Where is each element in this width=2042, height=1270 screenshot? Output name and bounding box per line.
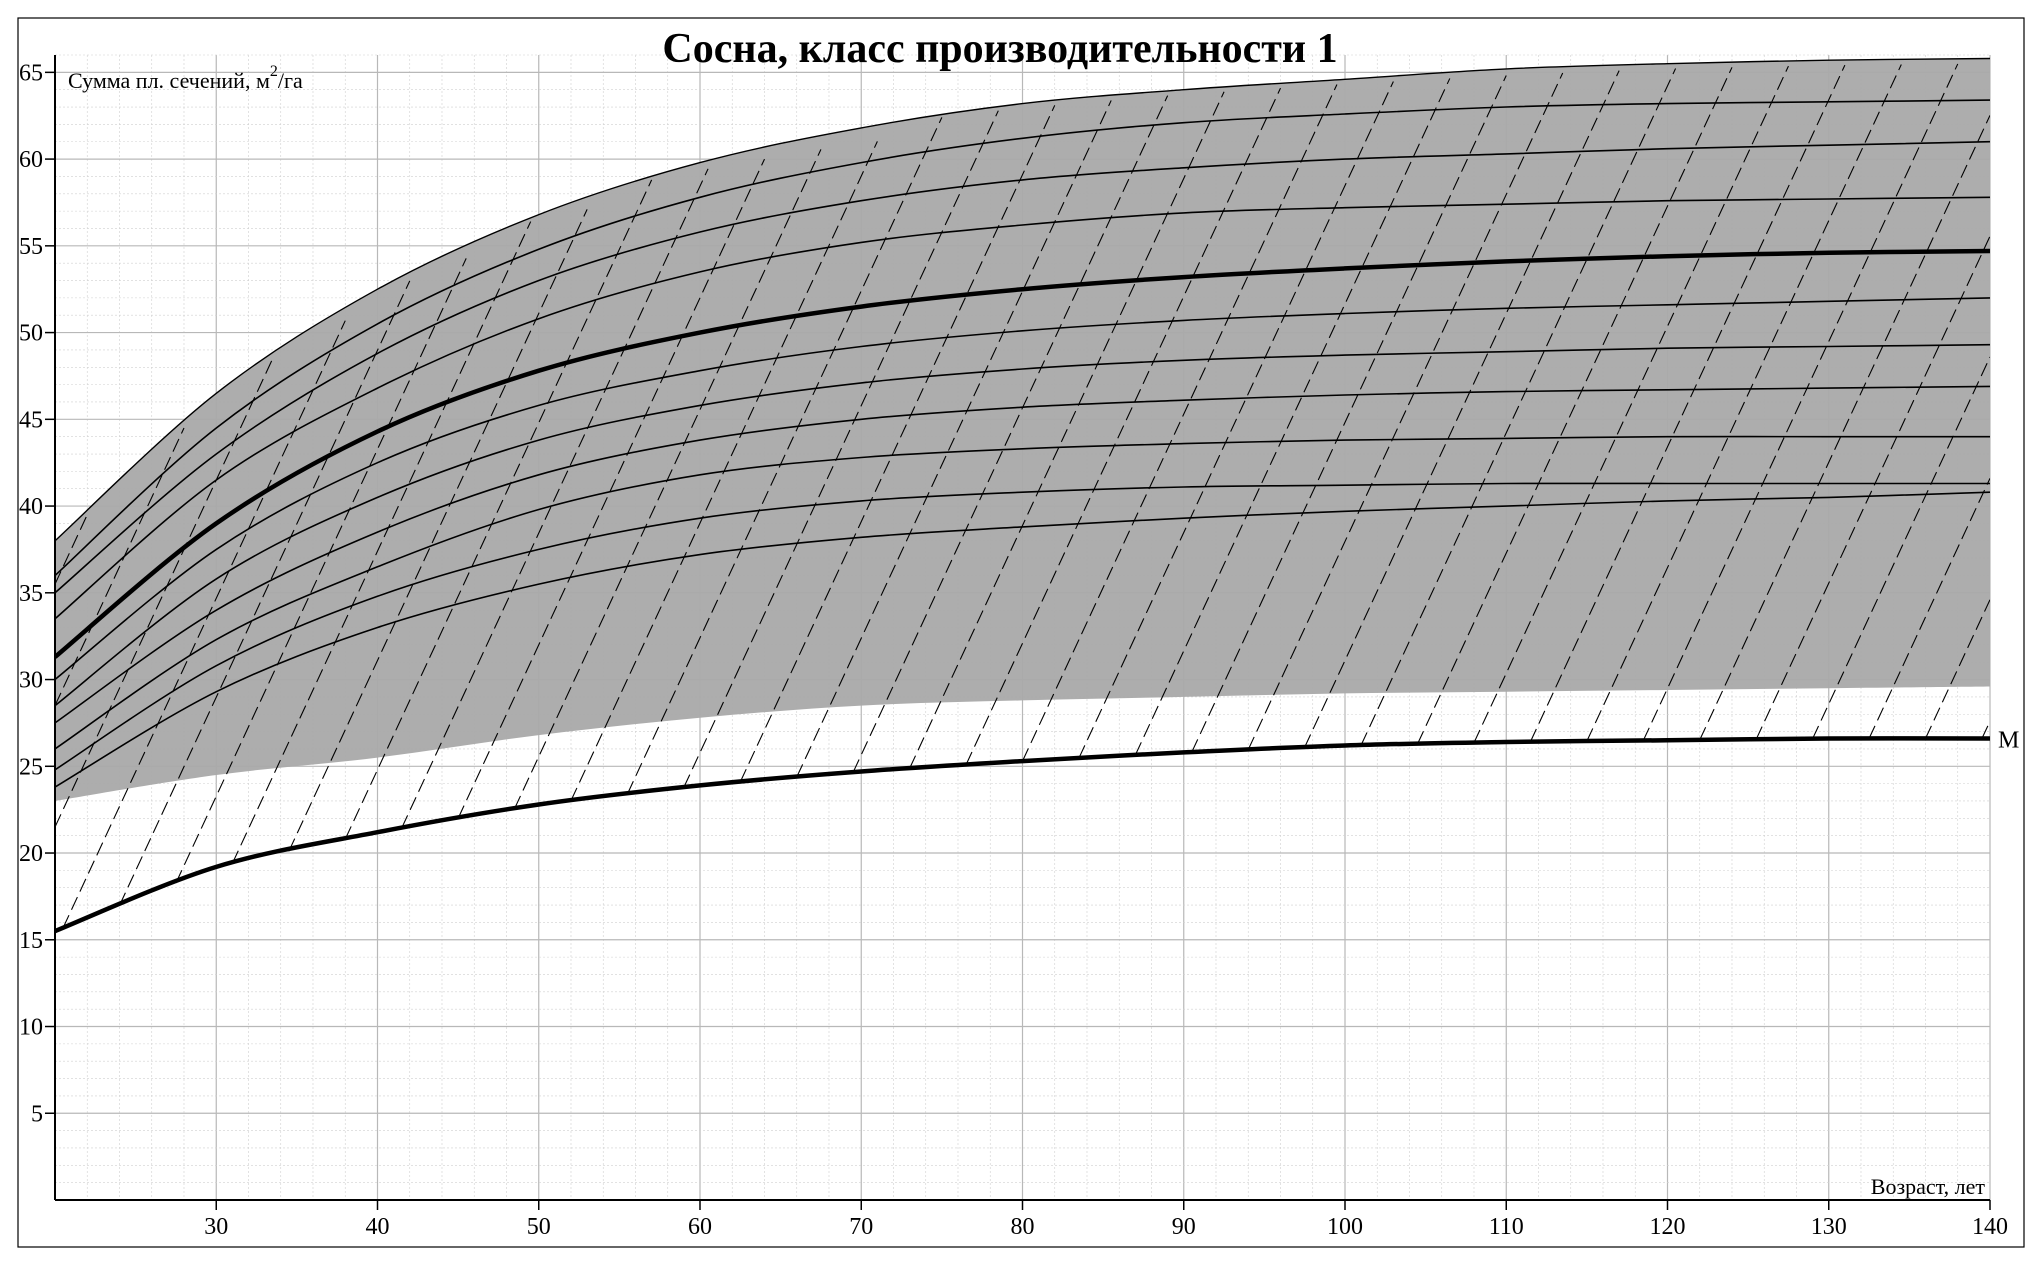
hatch-line: [1699, 115, 1990, 741]
x-tick-label: 130: [1811, 1214, 1847, 1240]
y-axis-label: Сумма пл. сечений, м2/га: [68, 63, 303, 93]
chart-frame: [17, 17, 2025, 1248]
hatch-line: [288, 209, 588, 852]
hatch-line: [344, 179, 653, 840]
y-tick-label: 35: [19, 581, 43, 607]
hatch-line: [1360, 68, 1677, 746]
x-tick-label: 100: [1327, 1214, 1363, 1240]
x-axis-label: Возраст, лет: [1871, 1174, 1986, 1199]
x-tick-label: 80: [1011, 1214, 1035, 1240]
hatch-line: [231, 221, 532, 864]
m-curve-label: M: [1998, 728, 2019, 754]
y-tick-label: 15: [19, 928, 43, 954]
hatch-line: [852, 95, 1169, 773]
x-tick-label: 110: [1489, 1214, 1524, 1240]
series-line: [55, 435, 1990, 750]
y-tick-label: 50: [19, 321, 43, 347]
hatch-line: [1925, 599, 1990, 739]
hatch-line: [55, 358, 274, 828]
y-tick-label: 65: [19, 60, 43, 86]
hatch-line: [55, 427, 185, 706]
hatch-line: [1134, 78, 1451, 756]
x-tick-label: 30: [204, 1214, 228, 1240]
hatch-line: [1022, 84, 1338, 762]
hatch-line: [1191, 75, 1507, 753]
tick-labels: 30 40 50 60 70 80 90 100 110 120 130 140 5 10 15 20 25 30…: [19, 60, 2019, 1240]
hatch-line: [739, 105, 1056, 783]
hatch-line: [1078, 81, 1394, 759]
y-tick-label: 40: [19, 494, 43, 520]
hatch-line: [1981, 720, 1990, 739]
density-band: [55, 58, 1990, 801]
x-tick-label: 50: [527, 1214, 551, 1240]
density-band-area: [55, 58, 1990, 801]
series-line: [55, 196, 1990, 620]
hatch-line: [1642, 63, 1959, 741]
hatch-line: [1473, 65, 1789, 743]
hatch-line: [1586, 64, 1902, 742]
y-tick-label: 25: [19, 754, 43, 780]
y-tick-label: 55: [19, 234, 43, 260]
series-line: [55, 99, 1990, 577]
x-tick-label: 70: [849, 1214, 873, 1240]
hatch-line: [1417, 67, 1733, 745]
y-tick-label: 60: [19, 147, 43, 173]
m-curve-line: [55, 736, 1990, 934]
hatch-line: [1755, 235, 1990, 740]
chart-title: Сосна, класс производительности 1: [662, 26, 1337, 72]
hatch-line: [1247, 72, 1564, 750]
x-tick-label: 120: [1650, 1214, 1686, 1240]
y-tick-label: 10: [19, 1015, 43, 1041]
hatch-line: [683, 110, 999, 788]
x-tick-label: 40: [366, 1214, 390, 1240]
axes: [17, 17, 2025, 1248]
hatch-line: [1812, 356, 1990, 739]
hatch-line: [909, 91, 1225, 769]
hatch-line: [62, 320, 346, 929]
x-tick-label: 140: [1972, 1214, 2008, 1240]
y-tick-label: 30: [19, 668, 43, 694]
series-lines: [55, 57, 1990, 934]
series-line: [55, 385, 1990, 724]
hatch-line: [1529, 64, 1846, 742]
y-tick-label: 45: [19, 407, 43, 433]
hatch-line: [1868, 478, 1990, 739]
hatch-line: [55, 514, 88, 585]
series-line: [55, 343, 1990, 707]
hatch-line: [626, 117, 943, 795]
hatch-line: [401, 168, 709, 829]
hatch-line: [175, 258, 467, 884]
series-line: [55, 491, 1990, 788]
series-line: [55, 482, 1990, 771]
series-line: [55, 140, 1990, 594]
hatch-line: [119, 280, 411, 906]
series-line-main: [55, 248, 1990, 659]
x-tick-label: 60: [688, 1214, 712, 1240]
series-line: [55, 297, 1990, 681]
y-tick-label: 20: [19, 841, 43, 867]
y-tick-label: 5: [31, 1101, 43, 1127]
x-tick-label: 90: [1172, 1214, 1196, 1240]
hatch-pattern: [55, 63, 1990, 929]
band-upper-line: [55, 57, 1990, 542]
hatch-line: [1304, 70, 1620, 748]
hatch-line: [796, 100, 1112, 778]
hatch-line: [514, 149, 822, 809]
hatch-line: [965, 87, 1281, 765]
